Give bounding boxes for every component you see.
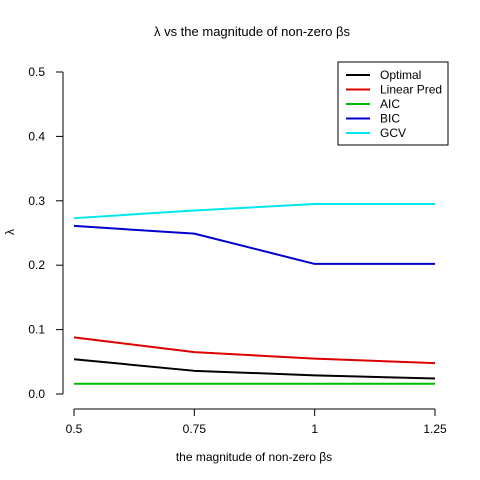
x-axis-label: the magnitude of non-zero βs <box>176 450 332 464</box>
x-tick-label: 1.25 <box>423 422 447 436</box>
legend-label: Linear Pred <box>380 83 442 97</box>
y-tick-label: 0.3 <box>28 194 45 208</box>
series-line-linear-pred <box>73 336 436 365</box>
y-axis: 0.0 0.1 0.2 0.3 0.4 0.5 <box>28 65 64 401</box>
legend-label: GCV <box>380 126 406 140</box>
y-tick-label: 0.1 <box>28 323 45 337</box>
y-tick-label: 0.2 <box>28 258 45 272</box>
series-layer <box>73 203 436 385</box>
x-tick-label: 0.75 <box>183 422 207 436</box>
y-tick-label: 0.5 <box>28 65 45 79</box>
series-line-optimal <box>73 358 436 380</box>
legend-label: Optimal <box>380 68 421 82</box>
legend-label: BIC <box>380 112 400 126</box>
x-tick-label: 1 <box>311 422 318 436</box>
chart-title: λ vs the magnitude of non-zero βs <box>154 24 351 39</box>
y-tick-label: 0.0 <box>28 387 45 401</box>
series-line-bic <box>73 224 435 265</box>
x-axis: 0.5 0.75 1 1.25 <box>66 408 447 436</box>
y-axis-label: λ <box>3 229 17 235</box>
series-line-gcv <box>73 203 435 220</box>
legend-label: AIC <box>380 97 400 111</box>
y-tick-label: 0.4 <box>28 129 45 143</box>
x-tick-label: 0.5 <box>66 422 83 436</box>
